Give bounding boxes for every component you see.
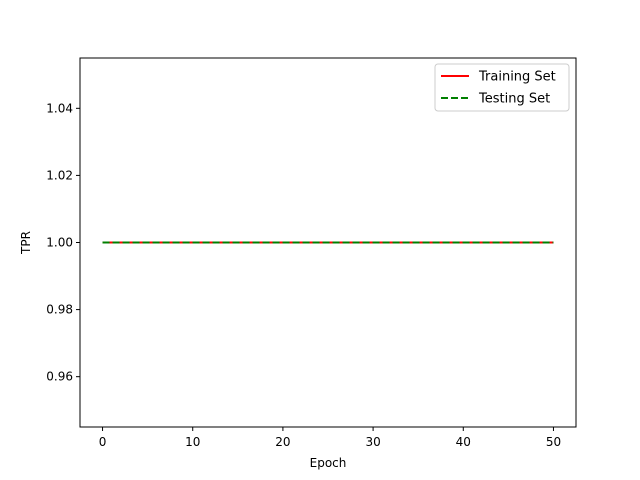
y-tick-label: 1.02 (46, 168, 73, 182)
x-tick-label: 30 (365, 435, 380, 449)
y-tick-label: 1.04 (46, 101, 73, 115)
x-tick-label: 50 (546, 435, 561, 449)
y-tick-label: 0.96 (46, 370, 73, 384)
x-tick-label: 40 (456, 435, 471, 449)
x-axis-label: Epoch (310, 456, 347, 470)
legend: Training Set Testing Set (434, 63, 570, 112)
x-axis-ticks: 0 10 20 30 40 50 (99, 427, 561, 449)
y-tick-label: 0.98 (46, 303, 73, 317)
y-axis-ticks: 0.96 0.98 1.00 1.02 1.04 (46, 101, 80, 384)
y-tick-label: 1.00 (46, 236, 73, 250)
legend-label: Testing Set (478, 92, 550, 107)
x-tick-label: 20 (275, 435, 290, 449)
legend-label: Training Set (478, 70, 556, 85)
x-tick-label: 0 (99, 435, 107, 449)
y-axis-label: TPR (19, 231, 33, 255)
x-tick-label: 10 (185, 435, 200, 449)
